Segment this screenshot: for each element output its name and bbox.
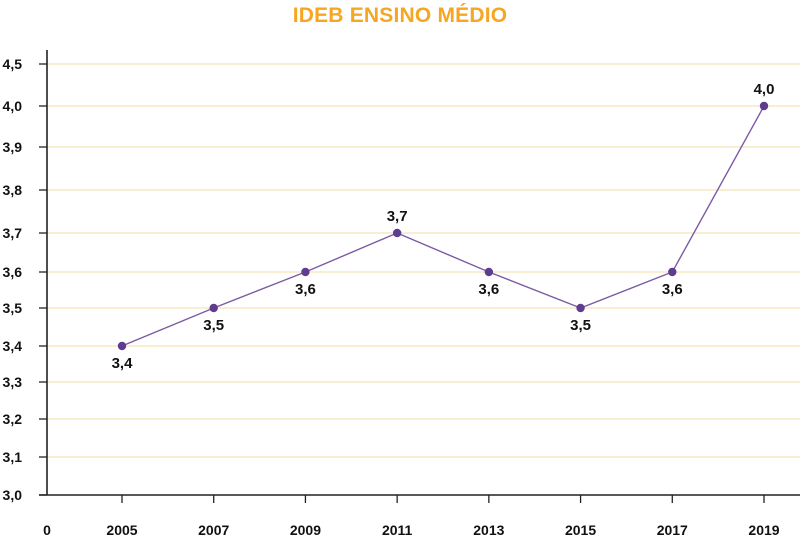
y-tick-label: 3,2 [3,411,23,427]
data-label: 3,4 [112,355,134,372]
x-tick-label: 2007 [198,522,229,538]
y-tick-label: 3,6 [3,264,23,280]
data-point [576,303,585,313]
x-tick-label: 2019 [748,522,779,538]
axes [39,50,800,503]
data-point [301,267,310,277]
y-tick-label: 3,3 [3,374,23,390]
series-line [121,105,765,347]
data-point [209,303,218,313]
y-tick-label: 3,8 [3,182,23,198]
x-origin-label: 0 [43,522,51,538]
y-tick-label: 4,0 [3,98,23,114]
x-tick-label: 2005 [106,522,137,538]
y-tick-label: 3,5 [3,300,23,316]
y-tick-label: 3,7 [3,225,23,241]
x-tick-label: 2011 [382,522,413,538]
y-tick-label: 4,5 [3,56,23,72]
data-point [117,341,127,351]
x-tick-label: 2015 [565,522,596,538]
x-tick-label: 2009 [290,522,321,538]
x-tick-label: 2017 [657,522,688,538]
x-tick-labels: 0 2005 2007 2009 2011 2013 2015 2017 2019 [43,522,780,538]
data-label: 3,5 [570,317,591,334]
y-tick-label: 3,9 [3,139,23,155]
data-point [392,228,402,238]
series-line-path [121,105,765,347]
y-tick-label: 3,0 [3,487,23,503]
data-point [668,267,677,277]
chart-title: IDEB ENSINO MÉDIO [292,4,508,27]
y-tick-label: 3,1 [3,449,23,465]
data-points [117,101,769,351]
data-label: 3,5 [203,317,224,334]
data-label: 3,7 [387,208,408,225]
data-point [759,101,769,111]
data-point [484,267,494,277]
gridlines [47,63,800,458]
data-label: 3,6 [295,281,316,298]
x-tick-label: 2013 [473,522,504,538]
y-tick-labels: 3,0 3,1 3,2 3,3 3,4 3,5 3,6 3,7 3,8 3,9 4,0 4,5 [3,56,23,503]
data-label: 3,6 [662,281,683,298]
y-tick-label: 3,4 [3,338,23,354]
data-label: 3,6 [478,281,499,298]
data-label: 4,0 [754,81,775,98]
data-labels: 3,4 3,5 3,6 3,7 3,6 3,5 3,6 4,0 [112,81,775,372]
